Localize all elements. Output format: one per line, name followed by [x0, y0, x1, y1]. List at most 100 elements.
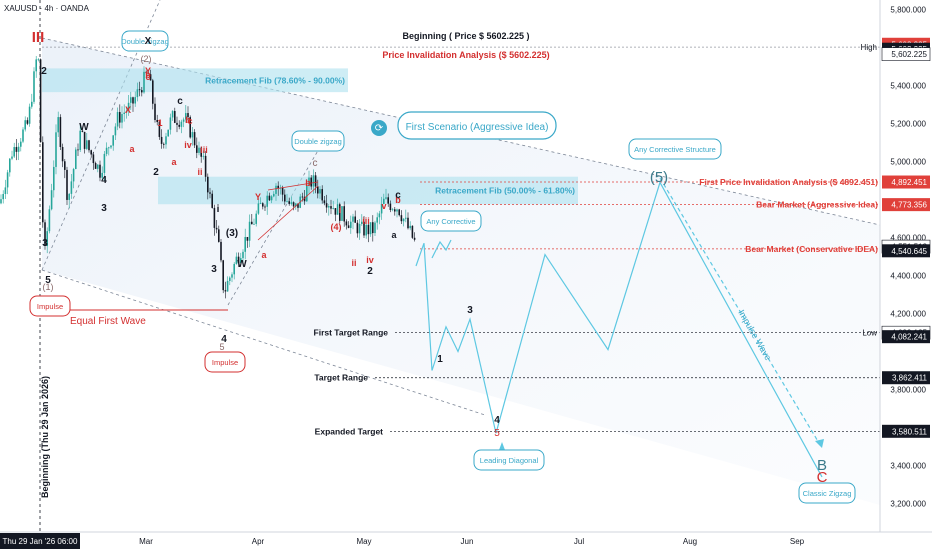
candle-body-2892 — [288, 201, 290, 204]
candle-body-3662 — [365, 224, 367, 236]
candle-body-1198 — [119, 112, 121, 123]
candle-body-2496 — [248, 221, 251, 241]
level-label-2: Bear Market (Aggressive Idea) — [756, 200, 878, 210]
wave-label-43: 2 — [367, 266, 373, 277]
candle-body-2166 — [215, 227, 218, 230]
candle-body-1682 — [167, 129, 169, 137]
annotation-boxes: Double zigzag Double zigzag Any Corrective… — [29, 30, 856, 504]
candle-body-406 — [39, 59, 42, 143]
x-tick-6: Sep — [790, 537, 805, 546]
candle-body-1814 — [180, 121, 183, 127]
candle-body-604 — [59, 117, 62, 147]
candle-body-428 — [42, 142, 44, 223]
scenario-badge[interactable]: ⟳ First Scenario (Aggressive Idea) — [371, 111, 557, 140]
wave-label-45: 3 — [467, 305, 473, 316]
y-tick-2: 5,400.000 — [890, 82, 926, 91]
candle-body-3112 — [310, 177, 312, 187]
candle-body-3046 — [303, 196, 306, 202]
candle-body-2958 — [295, 203, 297, 207]
candle-body-2254 — [224, 290, 227, 292]
candle-body-2122 — [211, 193, 213, 208]
beginning-vertical-label: Beginning (Thu 29 Jan 2026) — [40, 376, 50, 498]
high-label: High — [861, 43, 877, 52]
candle-body-340 — [33, 71, 35, 102]
candle-body-582 — [57, 117, 59, 133]
candle-body-648 — [64, 161, 66, 170]
candle-body-450 — [44, 222, 46, 247]
candle-body-2584 — [257, 203, 260, 214]
candle-body-3816 — [380, 203, 383, 214]
symbol-header: XAUUSD · 4h · OANDA — [4, 4, 90, 13]
annotation-box-4 — [29, 295, 71, 317]
price-label-box-9 — [882, 371, 930, 385]
price-label-box-4 — [882, 198, 930, 212]
y-tick-5: 4,600.000 — [890, 234, 926, 243]
fib-zones: Retracement Fib (78.60% - 90.00%) Retrace… — [42, 68, 578, 205]
annotation-box-2 — [420, 210, 482, 232]
candle-body-2540 — [253, 223, 255, 225]
candle-body-560 — [55, 132, 57, 167]
candle-body-1000 — [99, 164, 101, 178]
annotation-box-label-4: Impulse — [37, 302, 63, 311]
candle-body-2760 — [275, 185, 277, 194]
fib-zone-label-1: Retracement Fib (50.00% - 61.80%) — [435, 185, 575, 195]
time-axis[interactable] — [0, 532, 932, 550]
candle-body-2782 — [277, 185, 279, 189]
candle-body-3838 — [383, 198, 385, 204]
wave-label-18: b — [185, 115, 191, 125]
candle-body-2144 — [213, 207, 216, 228]
candle-body-3090 — [308, 177, 310, 186]
wave-label-4: 3 — [42, 238, 48, 249]
candle-body-2452 — [244, 236, 246, 252]
candle-body-3552 — [354, 216, 356, 223]
candle-body-1594 — [158, 122, 161, 137]
annotation-box-1 — [291, 130, 345, 152]
candle-body-1968 — [196, 145, 198, 153]
candle-body-362 — [35, 59, 37, 72]
candle-body-956 — [94, 163, 97, 169]
candle-body-3684 — [367, 224, 370, 235]
price-levels: First Price Invalidation Analysis ($ 489… — [42, 43, 880, 436]
wave-label-0: III — [32, 29, 45, 46]
candle-body-2628 — [262, 203, 264, 207]
trend-line-2 — [227, 129, 331, 306]
fib-zone-label-0: Retracement Fib (78.60% - 90.00%) — [205, 75, 345, 85]
x-tick-0: Mar — [139, 537, 153, 546]
price-axis[interactable] — [880, 0, 932, 532]
wave-label-13: b — [145, 70, 151, 80]
candle-body-1396 — [138, 89, 141, 91]
chart-subtitle: Price Invalidation Analysis ($ 5602.225) — [382, 50, 549, 60]
candle-body-1110 — [110, 145, 112, 148]
candle-body-1484 — [147, 72, 150, 75]
candle-body-868 — [86, 140, 88, 149]
candle-body-1946 — [193, 132, 196, 146]
wave-label-8: Y — [145, 66, 151, 76]
candle-body-2848 — [284, 194, 286, 202]
candle-body-3156 — [314, 175, 317, 187]
candle-body-1176 — [116, 112, 119, 127]
y-tick-3: 5,200.000 — [890, 120, 926, 129]
candle-body-1572 — [156, 119, 158, 123]
scenario-icon — [371, 120, 387, 136]
level-label-5: Target Range — [314, 373, 368, 383]
candle-body-1286 — [127, 102, 130, 112]
candle-body-824 — [81, 130, 84, 132]
wave-label-37: iii — [362, 216, 370, 226]
candle-body-4124 — [411, 225, 414, 238]
fib-zone-0 — [42, 68, 348, 93]
candle-body-3398 — [339, 204, 341, 221]
candle-body-3266 — [325, 203, 328, 208]
candle-body-3618 — [361, 221, 363, 224]
annotation-box-label-7: Classic Zigzag — [803, 489, 852, 498]
candle-body-3420 — [341, 206, 343, 221]
candle-body-1990 — [198, 147, 200, 153]
forecast-stub — [431, 239, 452, 259]
wave-label-29: X — [145, 36, 152, 47]
annotation-box-label-1: Double zigzag — [294, 137, 342, 146]
candle-body-3706 — [369, 222, 372, 235]
forecast-path — [415, 180, 823, 478]
wave-label-28: W — [237, 259, 247, 270]
candle-body-2298 — [229, 277, 231, 281]
candle-body-2276 — [226, 280, 229, 292]
